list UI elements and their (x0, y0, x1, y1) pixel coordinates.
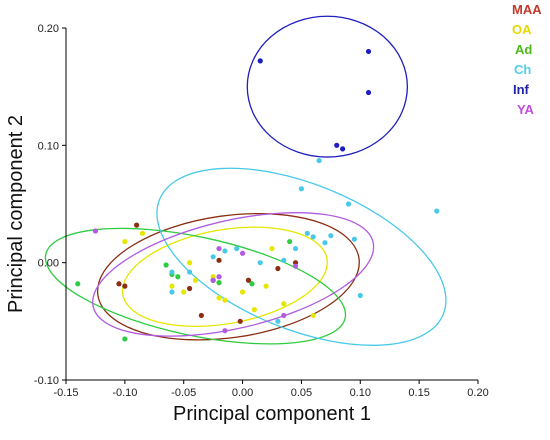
legend-item-oa: OA (512, 22, 532, 37)
point-oa (239, 289, 246, 295)
point-ch (275, 318, 281, 324)
point-ya (292, 263, 299, 269)
point-ch (328, 233, 334, 239)
point-ad (75, 281, 81, 287)
point-oa (187, 260, 193, 266)
point-inf (257, 58, 263, 64)
point-oa (281, 301, 287, 307)
ellipse-inf (246, 15, 409, 158)
point-ch (316, 157, 322, 164)
point-ch (222, 248, 228, 254)
point-ad (122, 336, 128, 342)
x-tick-label: 0.00 (232, 387, 253, 399)
point-ch (345, 201, 352, 207)
point-ch (169, 289, 175, 295)
point-oa (122, 238, 128, 245)
point-inf (365, 89, 372, 96)
point-ch (281, 257, 287, 263)
point-ya (222, 328, 228, 334)
point-ch (187, 269, 193, 275)
point-maa (275, 265, 281, 272)
data-points (75, 48, 440, 342)
point-oa (192, 277, 199, 283)
legend: MAA OA Ad Ch Inf YA (512, 2, 542, 117)
point-oa (269, 245, 275, 252)
ellipse-ad (44, 227, 347, 345)
point-oa (169, 283, 175, 289)
point-ch (310, 234, 316, 240)
confidence-ellipses (44, 15, 447, 346)
point-ad (163, 262, 169, 268)
point-ch (351, 236, 357, 242)
point-ch (434, 208, 440, 214)
point-maa (187, 285, 193, 292)
point-ch (210, 254, 216, 260)
x-tick-label: -0.15 (53, 387, 78, 399)
y-tick-label: -0.10 (34, 375, 59, 387)
point-maa (237, 318, 243, 324)
point-ya (92, 228, 99, 234)
point-ad (216, 280, 222, 286)
point-oa (263, 283, 269, 289)
point-inf (365, 48, 372, 55)
point-ya (216, 245, 222, 252)
point-inf (334, 142, 340, 148)
ellipse-ch (156, 167, 447, 346)
ellipse-oa (121, 226, 328, 327)
x-tick-label: -0.05 (171, 387, 196, 399)
legend-item-ad: Ad (515, 42, 532, 57)
y-tick-label: 0.20 (38, 23, 59, 35)
axes (65, 28, 478, 381)
y-tick-label: 0.00 (38, 258, 59, 270)
point-maa (134, 222, 140, 228)
point-ya (239, 250, 246, 256)
x-tick-label: -0.10 (112, 387, 137, 399)
point-ch (169, 269, 175, 275)
point-oa (139, 230, 146, 236)
y-axis-title: Principal component 2 (5, 115, 27, 313)
point-ya (281, 312, 287, 319)
axis-ticks: -0.15 -0.10 -0.05 0.00 0.05 0.10 0.15 0.20-0.10… (34, 23, 489, 399)
point-ya (210, 277, 216, 283)
legend-item-ya: YA (517, 102, 534, 117)
x-tick-label: 0.10 (350, 387, 371, 399)
point-oa (222, 297, 228, 303)
point-ch (234, 245, 240, 252)
legend-item-maa: MAA (512, 2, 542, 17)
point-ya (216, 274, 222, 280)
point-ch (257, 260, 263, 266)
point-oa (181, 289, 187, 295)
point-maa (198, 312, 204, 319)
point-ad (175, 274, 181, 280)
point-ch (298, 186, 305, 192)
point-ch (292, 245, 299, 252)
point-maa (216, 257, 222, 263)
point-ch (304, 230, 310, 236)
point-ad (287, 238, 293, 245)
point-ch (357, 292, 363, 299)
point-oa (216, 295, 222, 301)
point-maa (122, 283, 128, 289)
x-axis-title: Principal component 1 (173, 403, 371, 425)
point-oa (251, 307, 257, 313)
point-ad (249, 281, 255, 287)
y-tick-label: 0.10 (38, 140, 59, 152)
ellipse-maa (96, 212, 360, 341)
point-ch (322, 240, 328, 246)
x-tick-label: 0.20 (467, 387, 488, 399)
x-tick-label: 0.05 (291, 387, 312, 399)
point-oa (310, 312, 316, 319)
point-maa (116, 281, 122, 287)
point-inf (340, 146, 346, 152)
legend-item-ch: Ch (514, 62, 531, 77)
point-maa (245, 277, 252, 283)
x-tick-label: 0.15 (408, 387, 429, 399)
ellipse-ya (92, 212, 375, 337)
legend-item-inf: Inf (513, 82, 530, 97)
